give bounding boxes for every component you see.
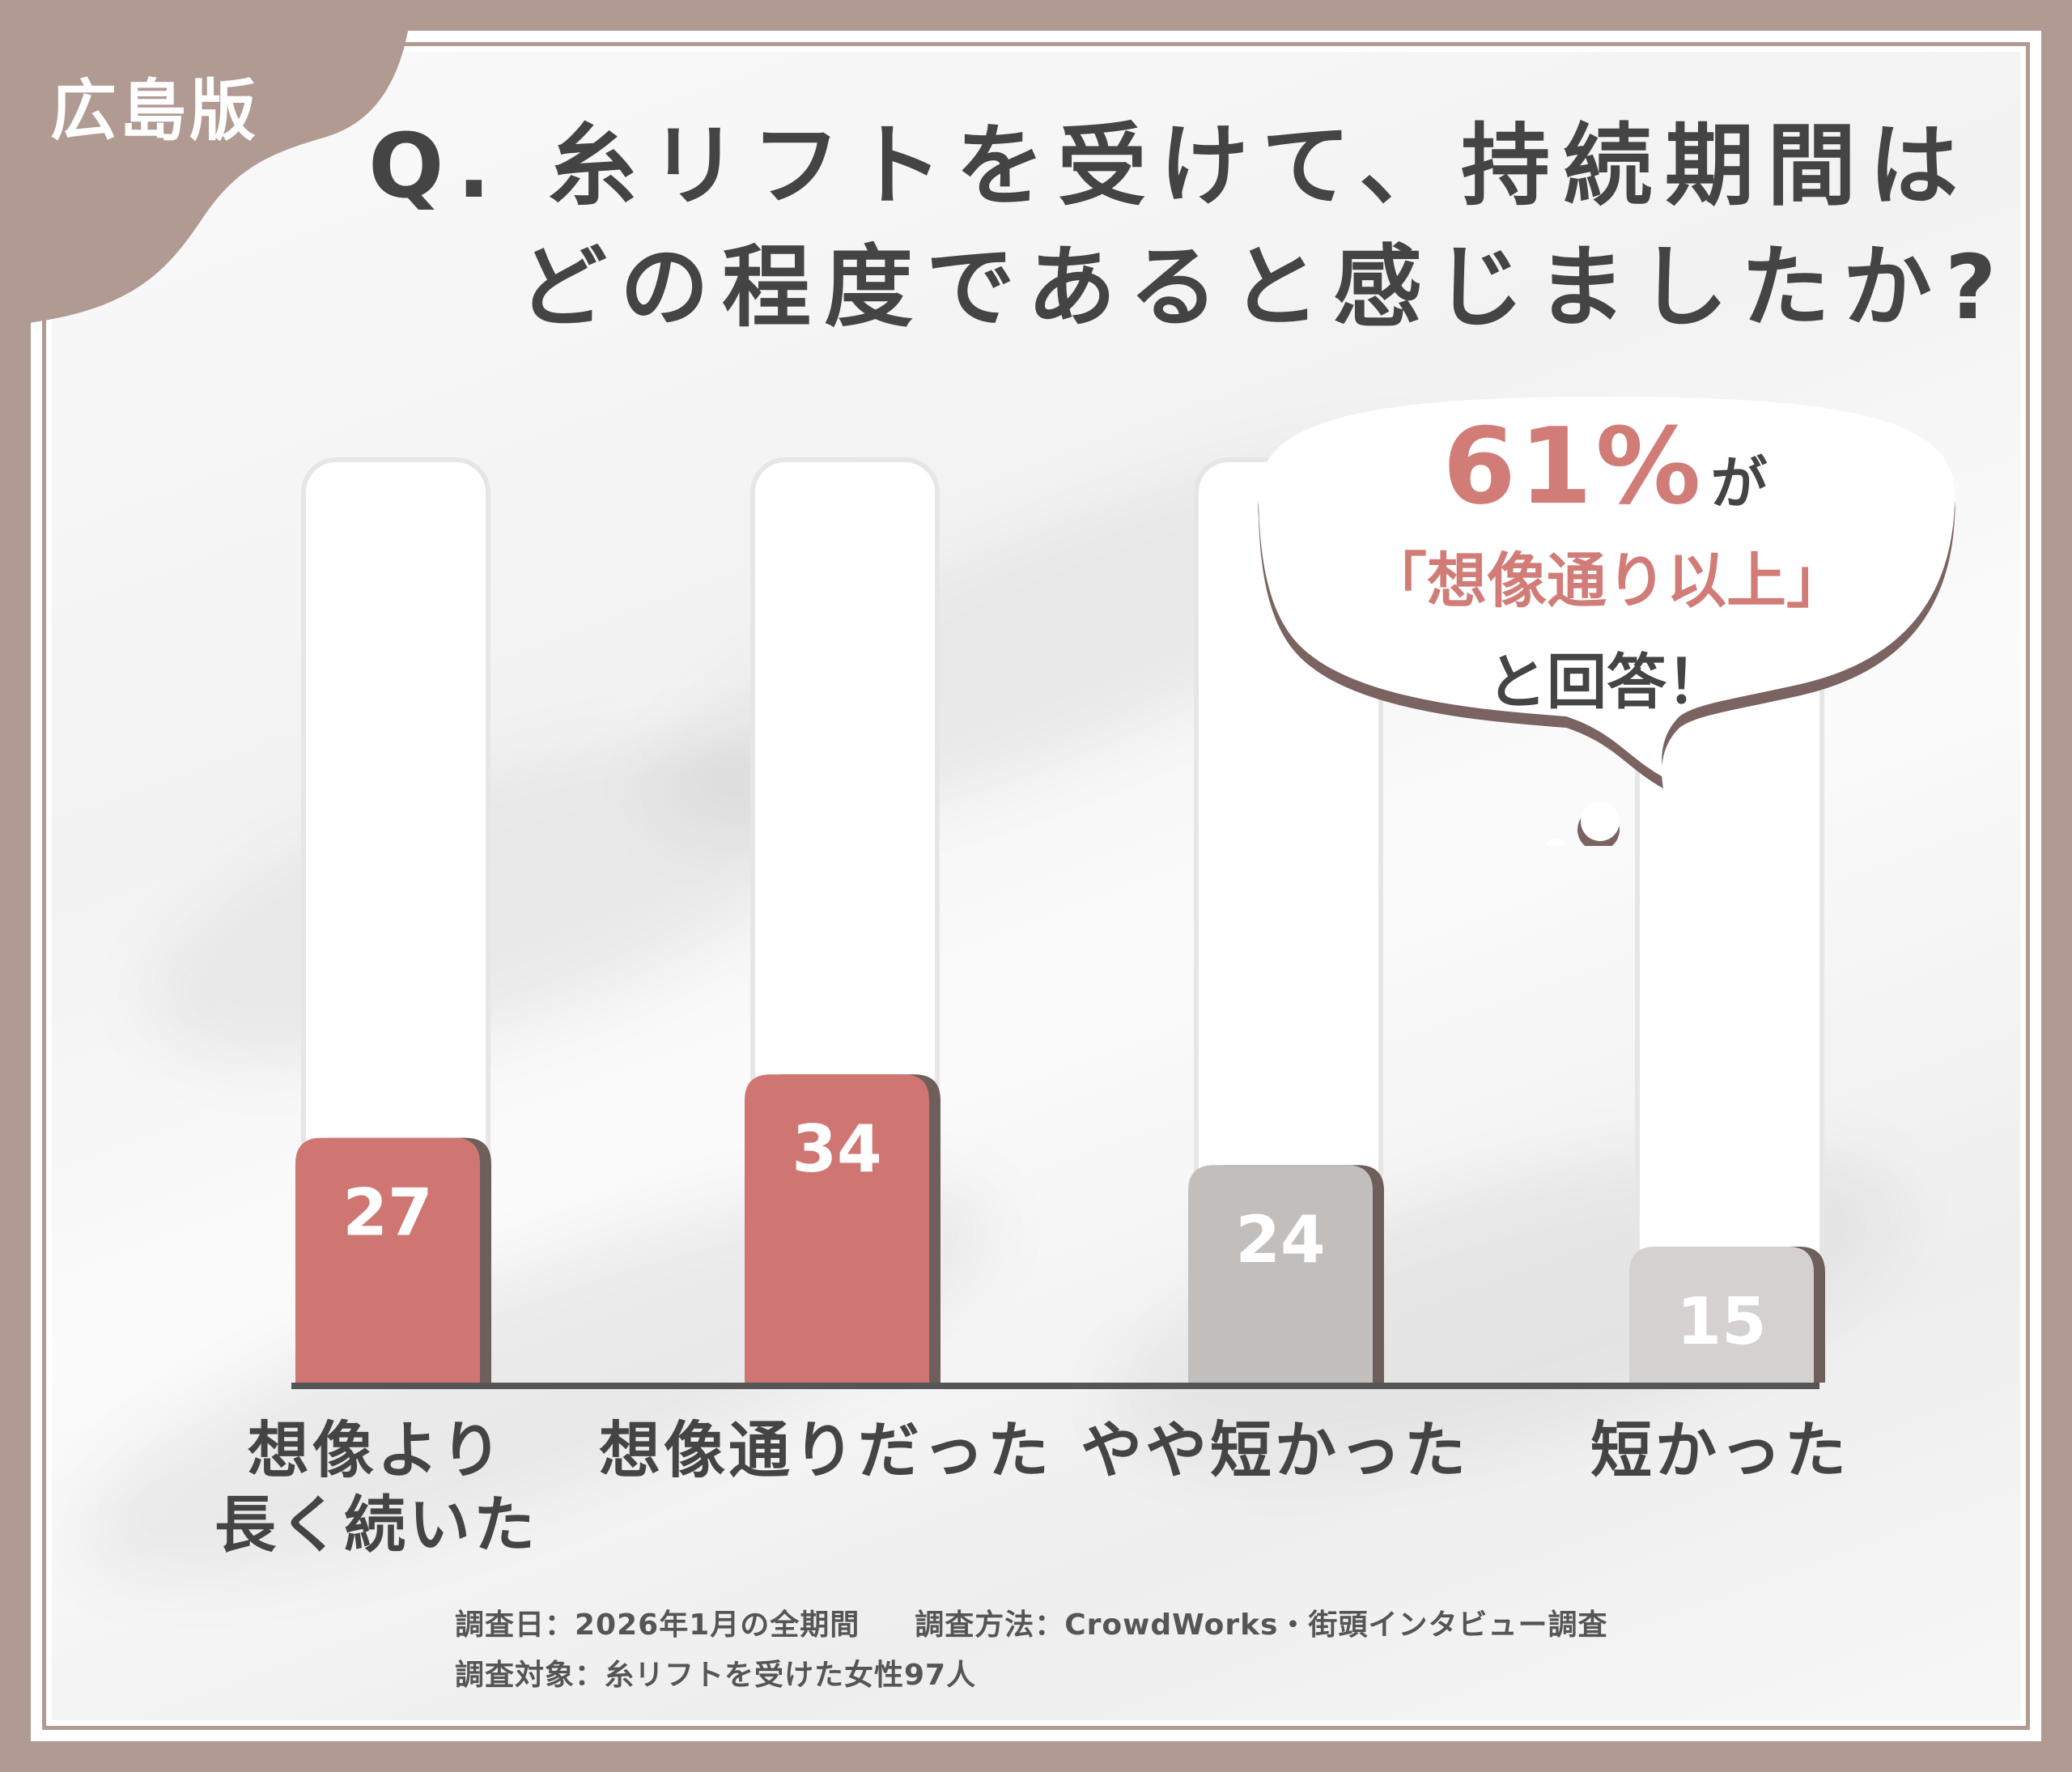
category-label: 想像より bbox=[248, 1414, 505, 1486]
callout-highlight: 「想像通り以上」 bbox=[1367, 546, 1846, 616]
category-label: 長く続いた bbox=[214, 1489, 538, 1561]
bar-value-label: 15 bbox=[1676, 1284, 1766, 1359]
bar bbox=[295, 1137, 480, 1383]
callout-suffix: が bbox=[1710, 450, 1771, 516]
survey-info-line-1: 調査日：2026年1月の全期間 調査方法：CrowdWorks・街頭インタビュー調… bbox=[455, 1601, 1607, 1643]
category-label: やや短かった bbox=[1081, 1414, 1469, 1486]
bar bbox=[745, 1074, 929, 1383]
bar-value-label: 34 bbox=[792, 1111, 881, 1187]
callout-tail: と回答！ bbox=[1487, 648, 1726, 717]
survey-method: 調査方法：CrowdWorks・街頭インタビュー調査 bbox=[915, 1608, 1608, 1642]
bar bbox=[1188, 1165, 1373, 1383]
callout-line-1: 61% が bbox=[1242, 405, 1971, 528]
region-badge: 広島版 bbox=[50, 73, 260, 150]
region-badge-shape bbox=[0, 0, 413, 328]
survey-date: 調査日：2026年1月の全期間 bbox=[455, 1608, 860, 1642]
category-label: 想像通りだった bbox=[599, 1414, 1052, 1486]
question-line-1: Q. 糸リフトを受けて、持続期間は bbox=[368, 114, 1972, 218]
speech-bubble bbox=[1258, 397, 1955, 846]
callout: 61% が 「想像通り以上」 と回答！ bbox=[1242, 405, 1971, 720]
bar bbox=[1629, 1247, 1814, 1383]
question-line-2: どの程度であると感じましたか? bbox=[518, 236, 2010, 339]
bar-value-label: 24 bbox=[1235, 1202, 1325, 1277]
category-label: 短かった bbox=[1590, 1414, 1849, 1486]
callout-value: 61% bbox=[1442, 405, 1705, 528]
inner-border bbox=[42, 42, 2030, 1730]
question-title: Q. 糸リフトを受けて、持続期間は どの程度であると感じましたか? bbox=[368, 105, 2010, 348]
survey-subject: 調査対象：糸リフトを受けた女性97人 bbox=[455, 1659, 977, 1692]
bar-value-label: 27 bbox=[342, 1175, 432, 1251]
